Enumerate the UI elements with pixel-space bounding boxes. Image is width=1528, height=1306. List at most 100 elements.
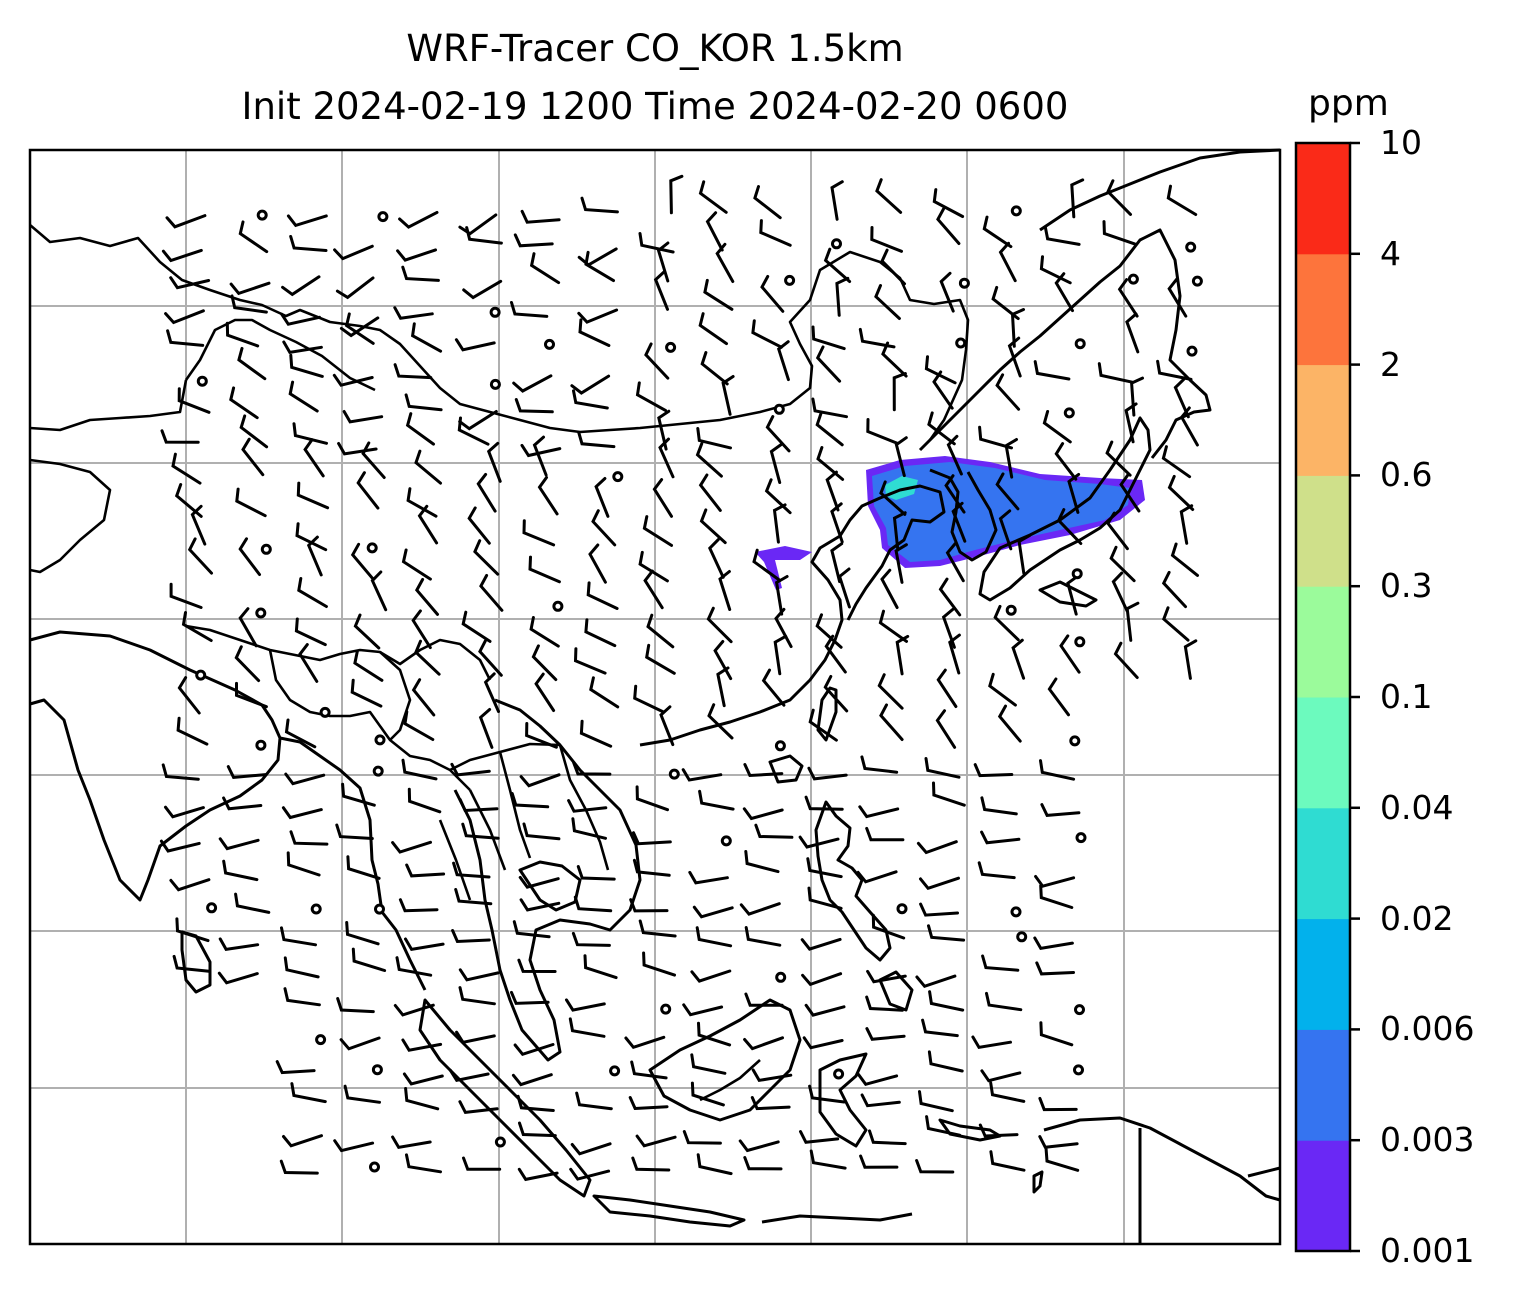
- wind-barb: [398, 898, 439, 913]
- wind-barb: [1173, 377, 1190, 419]
- colorbar-frame: [1294, 141, 1352, 1253]
- wind-barb: [754, 823, 794, 839]
- wind-barb: [176, 716, 209, 746]
- calm-marker: [896, 903, 908, 915]
- wind-barb: [280, 926, 317, 947]
- colorbar-tick-label: 0.02: [1380, 898, 1454, 938]
- wind-barb: [529, 252, 561, 285]
- wind-barb: [874, 284, 901, 320]
- wind-barb: [951, 501, 967, 543]
- wind-barb: [635, 1134, 677, 1148]
- wind-barb: [925, 1115, 962, 1137]
- wind-barb: [342, 410, 384, 424]
- wind-barb: [659, 705, 675, 747]
- wind-barb: [658, 437, 675, 479]
- wind-barb: [283, 956, 320, 979]
- colorbar-block: [1296, 918, 1350, 1030]
- wind-barb: [414, 639, 441, 676]
- wind-barb: [401, 758, 438, 781]
- wind-barb: [1167, 277, 1188, 318]
- colorbar-block: [1296, 475, 1350, 587]
- wind-barb: [932, 370, 954, 410]
- wind-barb: [918, 1090, 954, 1113]
- wind-barb: [573, 647, 607, 675]
- wind-barb: [393, 306, 434, 320]
- wind-barb: [632, 831, 672, 846]
- colorbar-block: [1296, 1140, 1350, 1252]
- wind-barb: [570, 1142, 612, 1156]
- wind-barb: [288, 380, 319, 413]
- wind-barb: [531, 644, 558, 682]
- wind-barb: [407, 787, 442, 814]
- wind-barb: [479, 574, 504, 612]
- wind-barb: [516, 1094, 555, 1112]
- wind-barb: [404, 393, 443, 412]
- wind-barb: [809, 1149, 847, 1170]
- wind-barb: [529, 616, 560, 648]
- wind-barb: [807, 886, 843, 910]
- colorbar-block: [1296, 364, 1350, 476]
- colorbar-tick-label: 0.003: [1380, 1120, 1475, 1160]
- wind-barb: [577, 308, 619, 324]
- wind-barb: [798, 835, 840, 849]
- wind-barb: [690, 1081, 725, 1107]
- wind-barb: [878, 609, 908, 643]
- calm-marker: [660, 1003, 672, 1015]
- wind-barb: [518, 1121, 557, 1138]
- wind-barb: [939, 271, 955, 313]
- wind-barb: [181, 611, 213, 642]
- country-borders: [29, 224, 970, 1102]
- wind-barb: [520, 209, 561, 224]
- wind-barb: [995, 373, 1021, 411]
- wind-barb: [532, 435, 548, 477]
- wind-barb: [351, 947, 387, 972]
- calm-marker: [260, 543, 272, 555]
- wind-barb: [1043, 225, 1081, 246]
- wind-barb: [289, 830, 329, 846]
- wind-barb: [808, 708, 838, 742]
- wind-barb: [776, 340, 790, 382]
- wind-barb: [718, 570, 732, 611]
- colorbar-tick-label: 0.3: [1380, 566, 1433, 606]
- calm-marker: [773, 403, 785, 415]
- wind-barb: [978, 1123, 1019, 1138]
- wind-barb: [924, 757, 961, 779]
- wind-barb: [169, 878, 211, 892]
- calm-marker: [833, 1068, 845, 1080]
- wind-barb: [576, 865, 616, 881]
- wind-barb: [171, 452, 202, 485]
- wind-barb: [700, 351, 729, 386]
- colorbar-blocks: [1296, 143, 1350, 1252]
- wind-barb: [584, 618, 617, 648]
- wind-barb: [1004, 438, 1018, 479]
- wind-barb: [657, 409, 671, 451]
- wind-barb: [339, 1036, 381, 1051]
- calm-marker: [489, 378, 501, 390]
- wind-barb: [403, 710, 435, 741]
- calm-marker: [1127, 273, 1139, 285]
- wind-barb: [978, 425, 1013, 450]
- wind-barb: [971, 1035, 1012, 1050]
- wind-barb: [404, 937, 445, 952]
- wind-barb: [744, 850, 780, 874]
- wind-barb: [353, 613, 381, 650]
- calm-marker: [1074, 1004, 1085, 1016]
- wind-barb: [161, 248, 203, 263]
- calm-marker: [1185, 241, 1197, 253]
- wind-barb: [858, 327, 896, 349]
- calm-marker: [1071, 568, 1083, 580]
- calm-marker: [1016, 931, 1028, 943]
- wind-barb: [520, 443, 562, 458]
- wind-barb: [292, 422, 328, 445]
- wind-barb: [1033, 360, 1071, 381]
- wind-barb: [222, 796, 263, 811]
- calm-marker: [552, 600, 564, 612]
- wind-barb: [646, 613, 675, 649]
- wind-barb: [806, 857, 843, 879]
- wind-barb: [401, 265, 440, 282]
- wind-barb: [823, 247, 852, 283]
- wind-barb: [411, 678, 436, 717]
- wind-barb: [802, 1036, 844, 1050]
- calm-marker: [720, 835, 732, 847]
- wind-barb: [346, 855, 381, 880]
